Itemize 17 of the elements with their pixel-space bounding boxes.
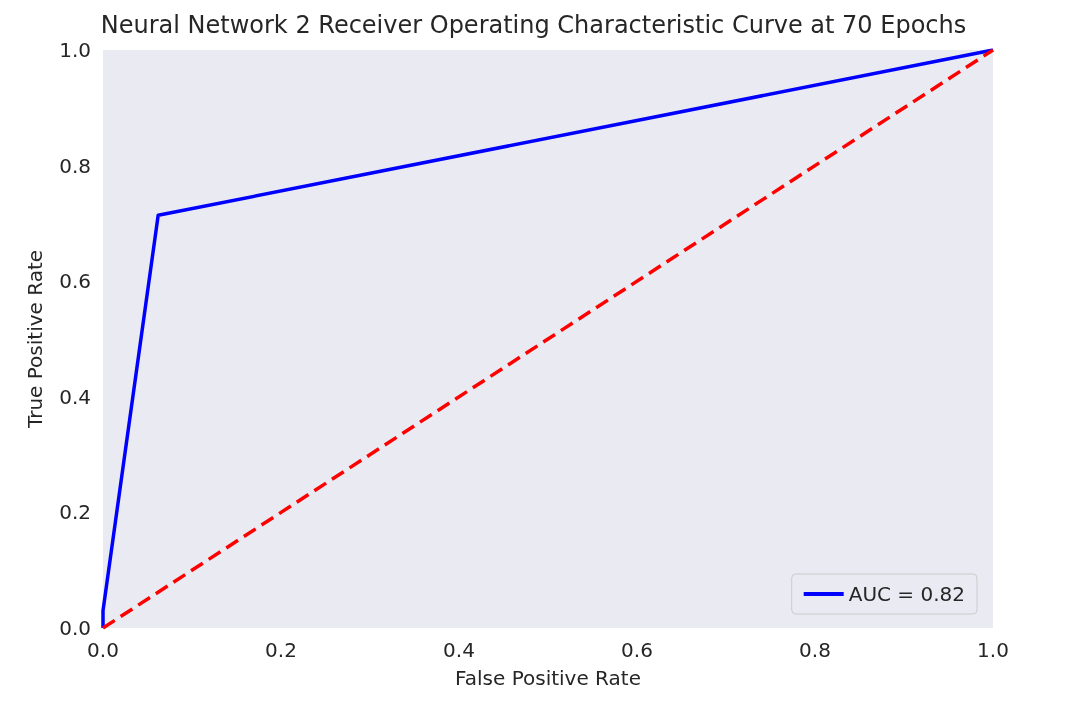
y-tick-label: 0.0 [59,616,91,640]
x-tick-label: 0.0 [87,638,119,662]
line-series [101,48,995,630]
y-tick-label: 0.8 [59,153,91,178]
x-tick-label: 0.6 [621,638,653,662]
x-tick-label: 0.4 [443,638,475,662]
x-axis-title: False Positive Rate [455,666,641,690]
chart-title: Neural Network 2 Receiver Operating Characteristic Curve at 70 Epochs [100,11,967,39]
y-tick-label: 0.6 [59,269,91,294]
y-axis-title: True Positive Rate [23,249,47,430]
x-tick-label: 0.8 [799,638,831,662]
legend-label: AUC = 0.82 [848,582,966,606]
y-tick-label: 0.2 [59,500,91,525]
y-tick-label: 0.4 [59,384,91,409]
y-tick-label: 1.0 [59,38,91,62]
x-tick-label: 0.2 [265,638,297,662]
x-tick-label: 1.0 [977,638,1009,662]
